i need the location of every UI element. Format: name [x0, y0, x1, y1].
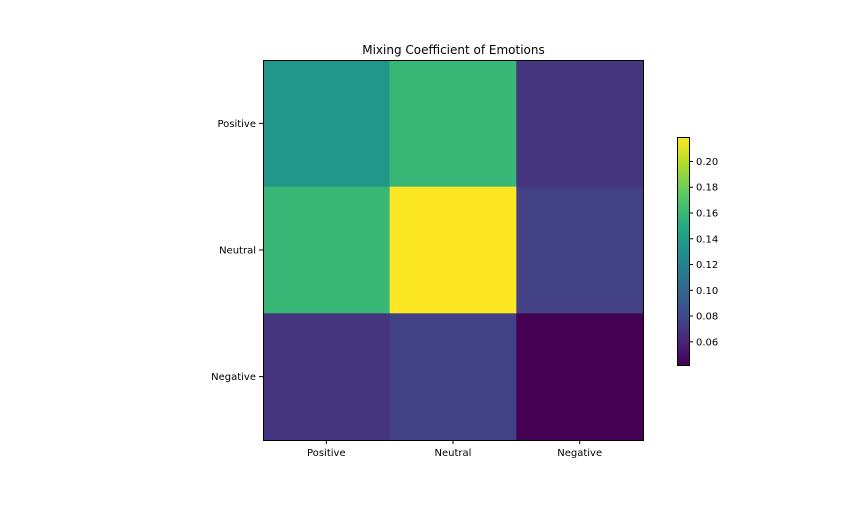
colorbar-ticks: 0.06 0.08 0.10 0.12 0.14 0.16 0.18 0.20 — [689, 157, 718, 348]
colorbar-tick-label: 0.12 — [696, 260, 718, 271]
x-tick-label: Neutral — [435, 448, 472, 459]
x-tick-label: Positive — [307, 448, 346, 459]
heatmap-cell — [263, 313, 391, 441]
colorbar-tick-label: 0.14 — [696, 234, 718, 245]
heatmap-cell — [516, 313, 644, 441]
colorbar-tick-label: 0.08 — [696, 312, 718, 323]
y-tick-label: Neutral — [219, 246, 256, 257]
colorbar-frame — [677, 137, 690, 366]
colorbar-tick-label: 0.10 — [696, 286, 718, 297]
x-tick-label: Negative — [557, 448, 602, 459]
heatmap-cell — [263, 186, 391, 314]
colorbar-tick-label: 0.18 — [696, 183, 718, 194]
colorbar-tick-label: 0.20 — [696, 157, 718, 168]
colorbar-tick-label: 0.06 — [696, 337, 718, 348]
heatmap-cell — [516, 186, 644, 314]
x-axis: Positive Neutral Negative — [307, 440, 602, 459]
heatmap-cell — [263, 60, 391, 188]
chart-title: Mixing Coefficient of Emotions — [362, 43, 545, 57]
heatmap-cell — [389, 186, 517, 314]
heatmap-cell — [389, 60, 517, 188]
heatmap-cell — [516, 60, 644, 188]
colorbar: 0.06 0.08 0.10 0.12 0.14 0.16 0.18 0.20 — [677, 137, 718, 366]
heatmap-cell — [389, 313, 517, 441]
colorbar-tick-label: 0.16 — [696, 209, 718, 220]
y-axis: Positive Neutral Negative — [211, 119, 263, 383]
heatmap-cells — [263, 60, 644, 441]
colorbar-gradient — [677, 137, 689, 365]
y-tick-label: Negative — [211, 372, 256, 383]
y-tick-label: Positive — [217, 119, 256, 130]
